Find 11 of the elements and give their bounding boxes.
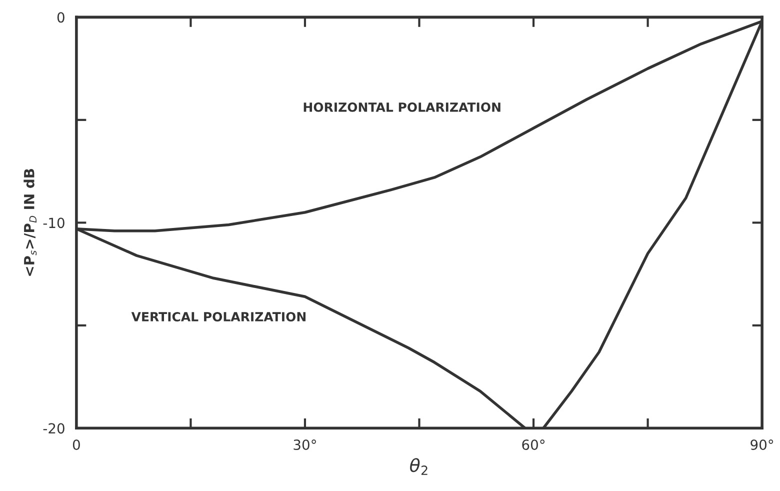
series-label: VERTICAL POLARIZATION bbox=[131, 312, 306, 322]
y-axis-title: <P$_{s}$>/P$_{D}$ IN dB bbox=[24, 169, 37, 276]
y-tick-label: -10 bbox=[43, 218, 64, 228]
x-axis-title: θ$_{2}$ bbox=[410, 458, 428, 475]
x-tick-label: 30° bbox=[294, 440, 316, 450]
x-tick-label: 90° bbox=[750, 440, 774, 450]
text: HORIZONTAL POLARIZATION bbox=[304, 102, 500, 112]
y-tick-label: 0 bbox=[57, 12, 64, 23]
x-tick-label: 60° bbox=[522, 440, 545, 450]
y-tick-label: -20 bbox=[43, 423, 64, 434]
x-tick-label: 0 bbox=[72, 440, 80, 450]
